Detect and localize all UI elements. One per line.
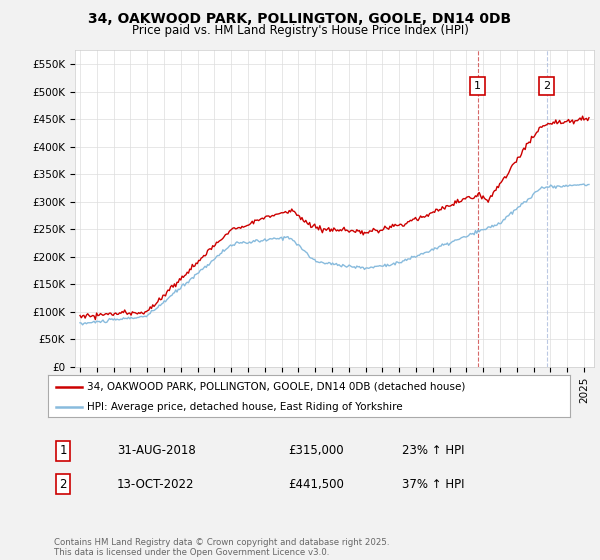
Text: 2: 2: [543, 81, 550, 91]
Text: 31-AUG-2018: 31-AUG-2018: [117, 444, 196, 458]
Text: 34, OAKWOOD PARK, POLLINGTON, GOOLE, DN14 0DB: 34, OAKWOOD PARK, POLLINGTON, GOOLE, DN1…: [88, 12, 512, 26]
Text: 13-OCT-2022: 13-OCT-2022: [117, 478, 194, 491]
Text: 23% ↑ HPI: 23% ↑ HPI: [402, 444, 464, 458]
Text: £315,000: £315,000: [288, 444, 344, 458]
Text: 1: 1: [474, 81, 481, 91]
Text: £441,500: £441,500: [288, 478, 344, 491]
Text: 34, OAKWOOD PARK, POLLINGTON, GOOLE, DN14 0DB (detached house): 34, OAKWOOD PARK, POLLINGTON, GOOLE, DN1…: [87, 382, 466, 392]
Text: HPI: Average price, detached house, East Riding of Yorkshire: HPI: Average price, detached house, East…: [87, 402, 403, 412]
Text: Contains HM Land Registry data © Crown copyright and database right 2025.
This d: Contains HM Land Registry data © Crown c…: [54, 538, 389, 557]
Text: 37% ↑ HPI: 37% ↑ HPI: [402, 478, 464, 491]
Text: 2: 2: [59, 478, 67, 491]
Text: Price paid vs. HM Land Registry's House Price Index (HPI): Price paid vs. HM Land Registry's House …: [131, 24, 469, 36]
Text: 1: 1: [59, 444, 67, 458]
